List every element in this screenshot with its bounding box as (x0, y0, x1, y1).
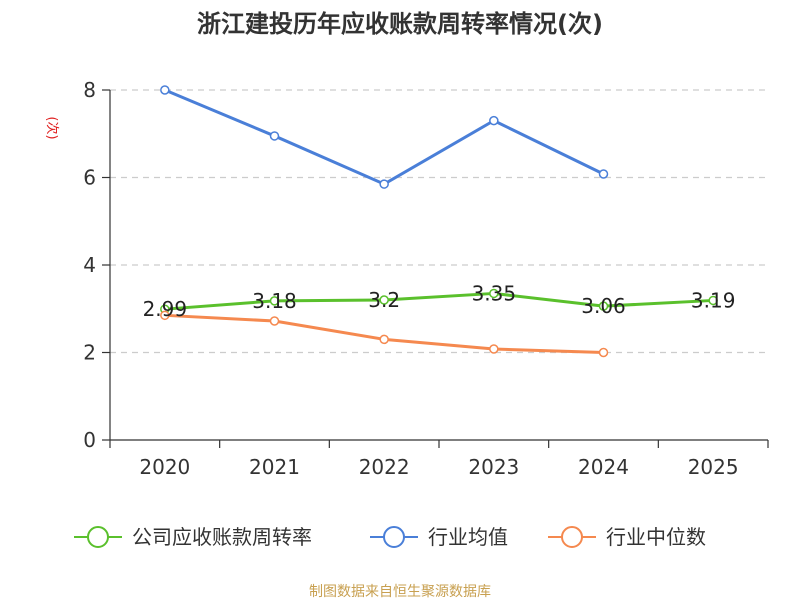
grid (110, 89, 768, 354)
y-tick-label: 4 (83, 253, 96, 277)
x-tick-label: 2021 (249, 455, 300, 479)
data-labels: 2.99 3.18 3.2 3.35 3.06 3.19 (143, 281, 736, 321)
data-point (598, 347, 609, 358)
legend-marker-icon (383, 526, 405, 548)
data-point (489, 115, 499, 126)
x-tick-label: 2025 (688, 455, 739, 479)
x-tick-label: 2023 (468, 455, 519, 479)
legend-item[interactable]: 公司应收账款周转率 (74, 525, 312, 549)
series-line-0 (164, 291, 714, 311)
data-label: 3.35 (472, 281, 517, 305)
y-tick-label: 0 (83, 428, 96, 452)
legend-label: 公司应收账款周转率 (132, 525, 312, 549)
data-point (379, 295, 389, 305)
y-tick-label: 8 (83, 78, 96, 102)
axes: 0 2 4 6 8 2020 2021 2022 2023 2024 2025 (83, 78, 769, 479)
data-point (708, 295, 718, 306)
y-axis-label: (次) (44, 116, 60, 139)
data-point (489, 344, 499, 354)
data-point (379, 179, 389, 189)
source-note: 制图数据来自恒生聚源数据库 (309, 584, 491, 600)
data-point (598, 301, 609, 311)
data-point (489, 288, 499, 299)
chart-title: 浙江建投历年应收账款周转率情况(次) (197, 10, 603, 38)
data-point (598, 169, 609, 179)
series-line-2 (164, 313, 604, 354)
legend-item[interactable]: 行业中位数 (548, 525, 706, 549)
data-point (160, 85, 170, 95)
x-tick-label: 2020 (139, 455, 190, 479)
data-label: 3.19 (691, 288, 736, 312)
y-tick-label: 2 (83, 341, 96, 365)
y-tick-label: 6 (83, 166, 96, 190)
series-line-1 (164, 88, 605, 186)
legend-marker-icon (87, 526, 109, 548)
series (160, 85, 718, 358)
x-tick-label: 2022 (359, 455, 410, 479)
data-label: 3.06 (581, 294, 626, 318)
data-label: 2.99 (143, 297, 188, 321)
x-tick-label: 2024 (578, 455, 629, 479)
legend-marker-icon (561, 526, 583, 548)
data-point (160, 310, 170, 321)
legend-label: 行业均值 (428, 525, 508, 549)
data-point (269, 131, 280, 141)
legend[interactable]: 公司应收账款周转率 行业均值 行业中位数 (74, 525, 706, 549)
data-point (269, 296, 280, 306)
data-point (379, 334, 389, 345)
data-label: 3.18 (252, 289, 297, 313)
legend-label: 行业中位数 (606, 525, 706, 549)
data-label: 3.2 (368, 288, 400, 312)
data-point (269, 316, 280, 326)
legend-item[interactable]: 行业均值 (370, 525, 508, 549)
